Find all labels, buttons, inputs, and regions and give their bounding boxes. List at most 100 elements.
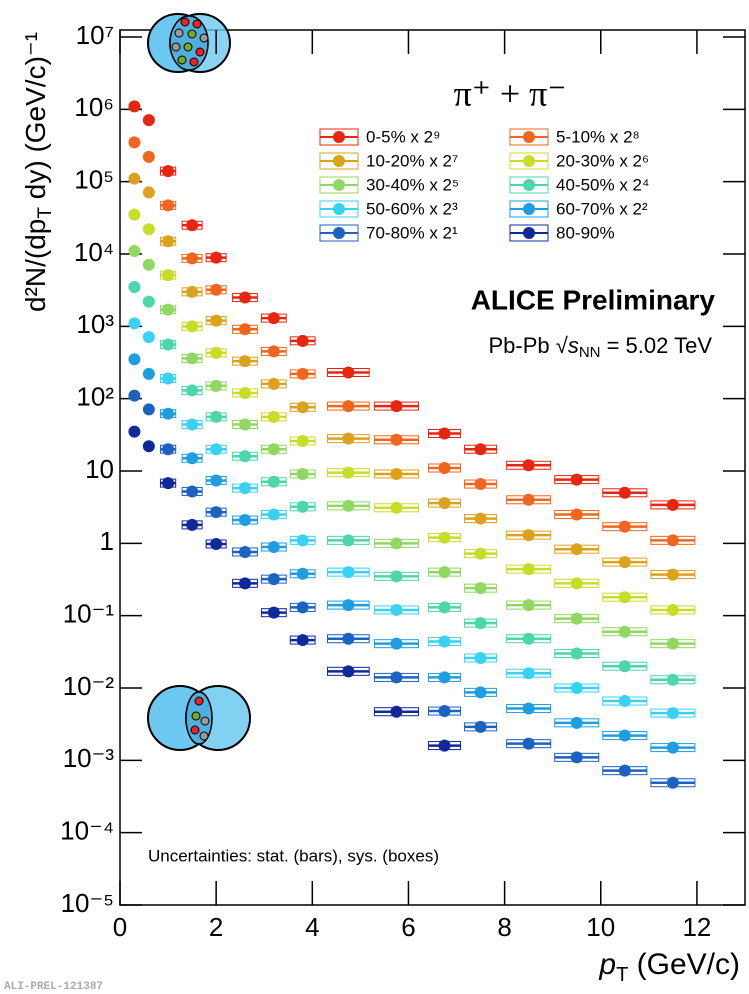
data-point xyxy=(296,334,309,347)
data-point xyxy=(128,136,141,149)
y-tick-label: 10⁻² xyxy=(63,671,115,701)
data-point xyxy=(618,695,631,708)
data-point xyxy=(210,283,223,296)
figure-id: ALI-PREL-121387 xyxy=(4,981,103,993)
data-point xyxy=(438,635,451,648)
data-point xyxy=(267,443,280,456)
data-point xyxy=(142,440,155,453)
data-point xyxy=(128,208,141,221)
data-point xyxy=(570,716,583,729)
data-point xyxy=(618,556,631,569)
data-point xyxy=(390,671,403,684)
legend-label: 0-5% x 2⁹ xyxy=(366,127,440,146)
data-point xyxy=(438,497,451,510)
data-point xyxy=(239,482,251,495)
data-point xyxy=(210,474,223,487)
peripheral-collision-icon xyxy=(147,685,251,751)
x-tick-label: 4 xyxy=(305,912,319,942)
data-point xyxy=(438,462,451,475)
legend-marker xyxy=(523,179,535,191)
data-point xyxy=(474,478,487,491)
data-point xyxy=(618,660,631,673)
data-point xyxy=(618,520,631,533)
y-axis-label: d²N/(dpT dy) (GeV/c)⁻¹ xyxy=(20,32,56,312)
legend-marker xyxy=(333,155,345,167)
y-tick-label: 1 xyxy=(100,526,114,556)
x-tick-label: 0 xyxy=(113,912,127,942)
experiment-label: ALICE Preliminary xyxy=(471,284,716,315)
legend-label: 50-60% x 2³ xyxy=(366,199,458,218)
data-point xyxy=(128,353,141,366)
data-point xyxy=(162,443,175,456)
legend-marker xyxy=(523,203,535,215)
data-point xyxy=(142,223,155,236)
data-point xyxy=(267,377,280,390)
data-point xyxy=(162,372,175,385)
data-point xyxy=(522,563,535,576)
y-tick-label: 10⁻³ xyxy=(63,743,115,773)
data-point xyxy=(186,320,199,333)
y-tick-label: 10⁷ xyxy=(76,20,114,50)
data-point xyxy=(239,577,251,590)
legend-marker xyxy=(333,203,345,215)
y-label-part: dy) (GeV/c)⁻¹ xyxy=(20,32,51,207)
data-point xyxy=(162,407,175,420)
data-point xyxy=(186,518,199,531)
data-point xyxy=(128,100,141,113)
data-point xyxy=(210,314,223,327)
legend-label: 40-50% x 2⁴ xyxy=(556,175,649,194)
data-point xyxy=(522,632,535,645)
data-point xyxy=(142,114,155,127)
data-point xyxy=(128,172,141,185)
y-tick-label: 10⁶ xyxy=(74,92,114,122)
data-point xyxy=(522,667,535,680)
y-tick-label: 10 xyxy=(85,454,114,484)
data-point xyxy=(570,647,583,660)
x-tick-label: 8 xyxy=(497,912,511,942)
data-point xyxy=(618,625,631,638)
data-point xyxy=(142,331,155,344)
data-point xyxy=(186,384,199,397)
data-point xyxy=(438,566,451,579)
data-point xyxy=(390,705,403,718)
data-point xyxy=(267,573,280,586)
system-part: NN xyxy=(579,344,601,361)
data-point xyxy=(296,500,309,513)
data-point xyxy=(162,269,175,282)
data-point xyxy=(267,606,280,619)
data-point xyxy=(239,418,251,431)
data-point xyxy=(128,245,141,258)
data-point xyxy=(210,537,223,550)
data-point xyxy=(522,459,535,472)
legend-marker xyxy=(523,155,535,167)
y-tick-label: 10⁻⁵ xyxy=(61,888,114,918)
x-label-part: p xyxy=(598,948,616,981)
data-point xyxy=(267,312,280,325)
x-axis-label: pT (GeV/c) xyxy=(598,948,740,986)
data-point xyxy=(296,567,309,580)
data-point xyxy=(390,537,403,550)
data-point xyxy=(522,529,535,542)
data-point xyxy=(570,751,583,764)
data-point xyxy=(474,547,487,560)
data-point xyxy=(570,577,583,590)
y-tick-label: 10² xyxy=(76,382,114,412)
data-point xyxy=(186,252,199,265)
data-point xyxy=(618,591,631,604)
data-point xyxy=(186,418,199,431)
data-point xyxy=(618,486,631,499)
data-point xyxy=(296,434,309,447)
y-label-part: d²N/(dp xyxy=(20,219,51,312)
data-point xyxy=(342,665,355,678)
y-tick-label: 10⁵ xyxy=(74,165,114,195)
data-point xyxy=(186,485,199,498)
data-point xyxy=(128,389,141,402)
data-point xyxy=(342,599,355,612)
legend-marker xyxy=(333,131,345,143)
data-point xyxy=(162,235,175,248)
central-collision-icon xyxy=(147,13,231,73)
data-point xyxy=(239,355,251,368)
plot-frame xyxy=(119,29,746,906)
data-point xyxy=(570,473,583,486)
